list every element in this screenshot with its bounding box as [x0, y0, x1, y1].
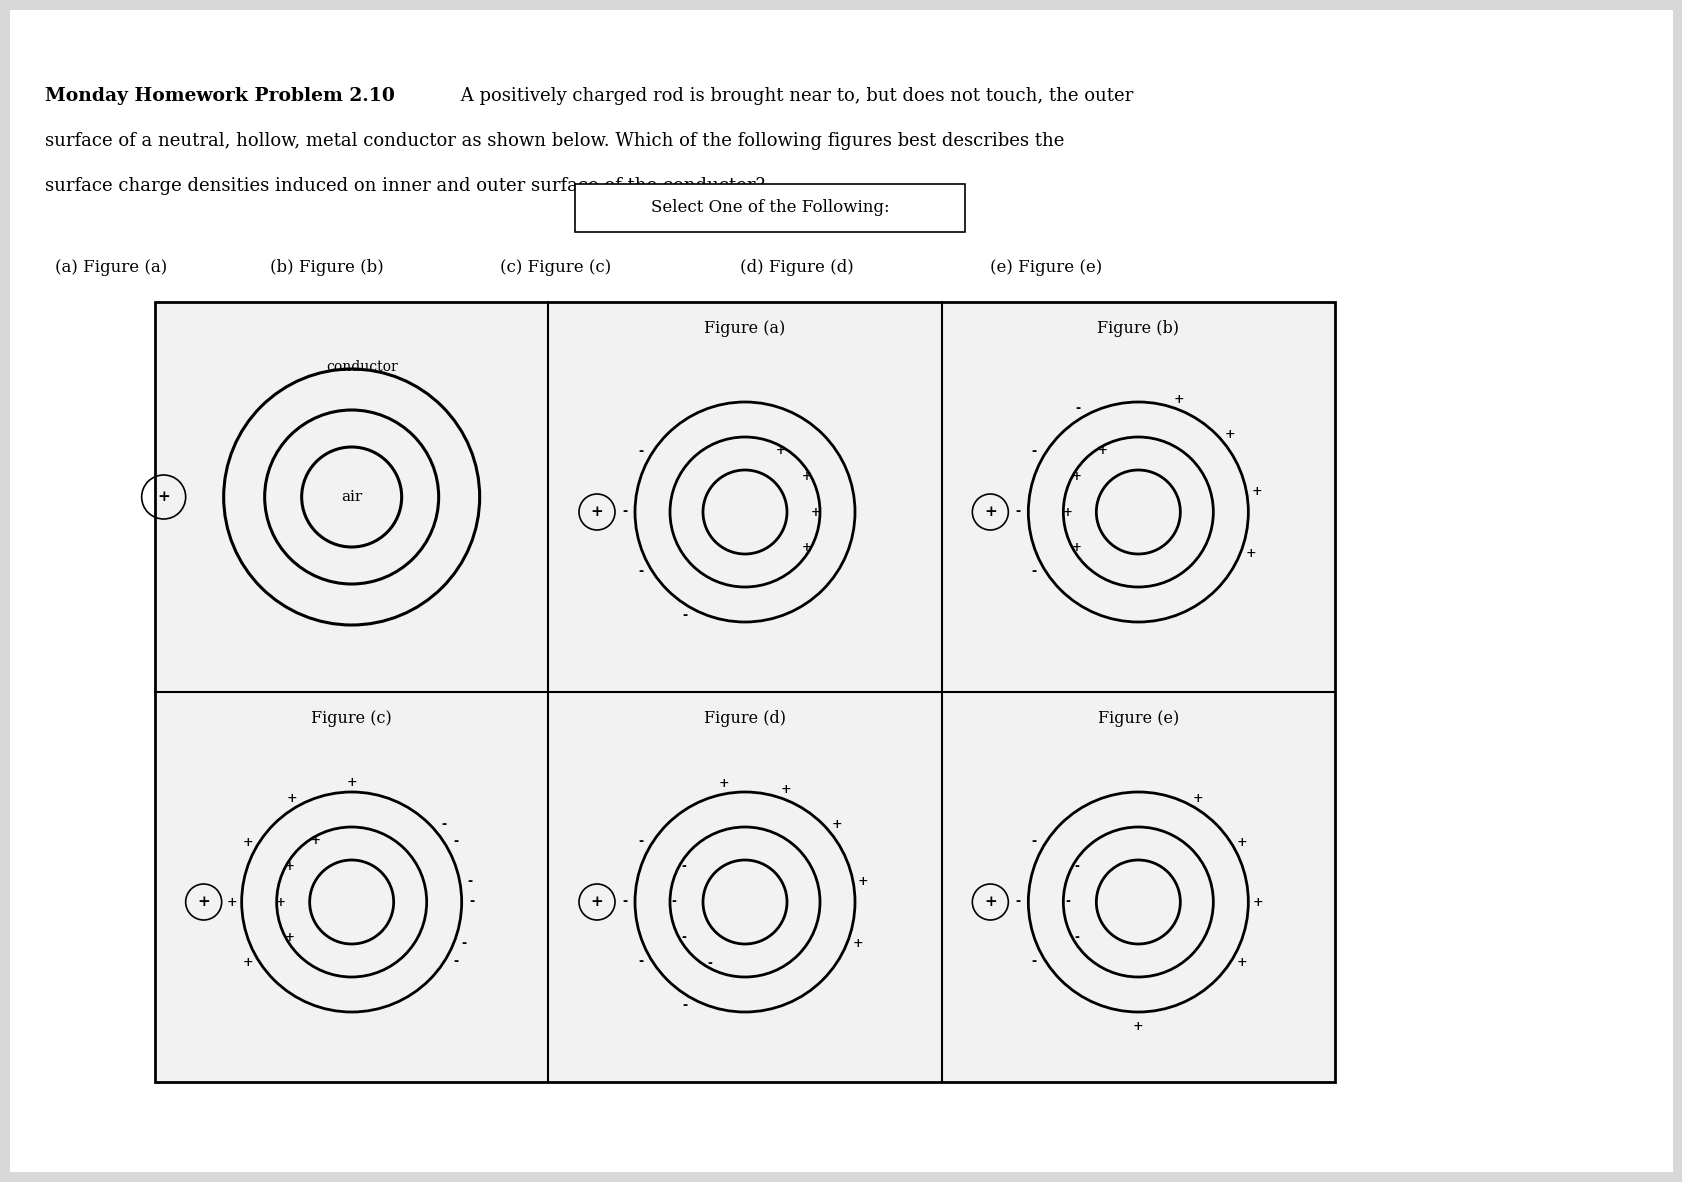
Text: -: - — [681, 860, 686, 873]
Text: (d) Figure (d): (d) Figure (d) — [740, 259, 853, 275]
Text: +: + — [780, 782, 791, 795]
Text: +: + — [1132, 1020, 1144, 1033]
Text: -: - — [452, 955, 458, 968]
Text: +: + — [286, 792, 296, 805]
Text: -: - — [706, 957, 711, 970]
Text: -: - — [681, 1000, 688, 1013]
Text: -: - — [452, 836, 458, 849]
Text: -: - — [1073, 931, 1078, 944]
Text: +: + — [1193, 792, 1203, 805]
Text: +: + — [1061, 506, 1071, 519]
Text: +: + — [284, 860, 294, 873]
Text: -: - — [1075, 402, 1080, 415]
Text: +: + — [775, 444, 785, 457]
Text: +: + — [1097, 444, 1107, 457]
Text: -: - — [1031, 565, 1036, 578]
Text: -: - — [1016, 896, 1021, 909]
Text: +: + — [346, 775, 357, 788]
Text: -: - — [1016, 506, 1021, 519]
Text: (e) Figure (e): (e) Figure (e) — [989, 259, 1102, 275]
Text: -: - — [469, 896, 474, 909]
Text: +: + — [311, 834, 321, 847]
Text: -: - — [461, 936, 466, 949]
Text: (a) Figure (a): (a) Figure (a) — [56, 259, 167, 275]
Text: Monday Homework Problem 2.10: Monday Homework Problem 2.10 — [45, 87, 395, 105]
Text: +: + — [242, 955, 252, 968]
Text: -: - — [1065, 896, 1070, 909]
Text: surface of a neutral, hollow, metal conductor as shown below. Which of the follo: surface of a neutral, hollow, metal cond… — [45, 132, 1063, 150]
Text: Figure (a): Figure (a) — [705, 320, 785, 337]
Text: +: + — [853, 936, 863, 949]
Text: -: - — [441, 818, 446, 831]
Text: -: - — [637, 836, 643, 849]
Text: +: + — [276, 896, 286, 909]
Text: +: + — [590, 895, 604, 909]
Text: surface charge densities induced on inner and outer surface of the conductor?: surface charge densities induced on inne… — [45, 177, 765, 195]
Text: Figure (e): Figure (e) — [1097, 710, 1179, 727]
Text: air: air — [341, 491, 362, 504]
Text: -: - — [622, 896, 627, 909]
Text: +: + — [242, 836, 252, 849]
Text: +: + — [590, 505, 604, 519]
Text: -: - — [637, 565, 643, 578]
Text: +: + — [1250, 485, 1262, 498]
Text: +: + — [1236, 955, 1246, 968]
Text: -: - — [468, 875, 473, 888]
Text: -: - — [681, 610, 688, 623]
Text: +: + — [801, 470, 811, 483]
Text: +: + — [1236, 836, 1246, 849]
Text: -: - — [637, 955, 643, 968]
Text: +: + — [718, 778, 728, 791]
Text: Figure (d): Figure (d) — [703, 710, 785, 727]
Text: -: - — [1031, 836, 1036, 849]
Text: +: + — [225, 896, 237, 909]
Text: Figure (b): Figure (b) — [1097, 320, 1179, 337]
Text: -: - — [1031, 955, 1036, 968]
Text: +: + — [1224, 428, 1235, 441]
Text: +: + — [1174, 392, 1184, 405]
Text: (b) Figure (b): (b) Figure (b) — [269, 259, 383, 275]
Text: +: + — [197, 895, 210, 909]
Text: +: + — [1071, 470, 1082, 483]
Text: -: - — [681, 931, 686, 944]
FancyBboxPatch shape — [575, 184, 964, 232]
Text: +: + — [984, 505, 996, 519]
FancyBboxPatch shape — [10, 9, 1672, 1173]
Text: +: + — [1071, 541, 1082, 554]
Text: Select One of the Following:: Select One of the Following: — [651, 200, 888, 216]
Text: conductor: conductor — [326, 361, 397, 374]
Text: -: - — [1073, 860, 1078, 873]
Text: +: + — [284, 931, 294, 944]
Text: -: - — [622, 506, 627, 519]
FancyBboxPatch shape — [155, 301, 1334, 1082]
Text: (c) Figure (c): (c) Figure (c) — [500, 259, 611, 275]
Text: -: - — [637, 446, 643, 459]
Text: +: + — [811, 506, 821, 519]
Text: +: + — [801, 541, 811, 554]
Text: +: + — [1245, 546, 1256, 559]
Text: -: - — [1031, 446, 1036, 459]
Text: +: + — [1253, 896, 1263, 909]
Text: +: + — [831, 818, 841, 831]
Text: A positively charged rod is brought near to, but does not touch, the outer: A positively charged rod is brought near… — [454, 87, 1132, 105]
Text: -: - — [671, 896, 676, 909]
Text: Figure (c): Figure (c) — [311, 710, 392, 727]
Text: +: + — [858, 875, 868, 888]
Text: +: + — [984, 895, 996, 909]
Text: +: + — [156, 491, 170, 504]
